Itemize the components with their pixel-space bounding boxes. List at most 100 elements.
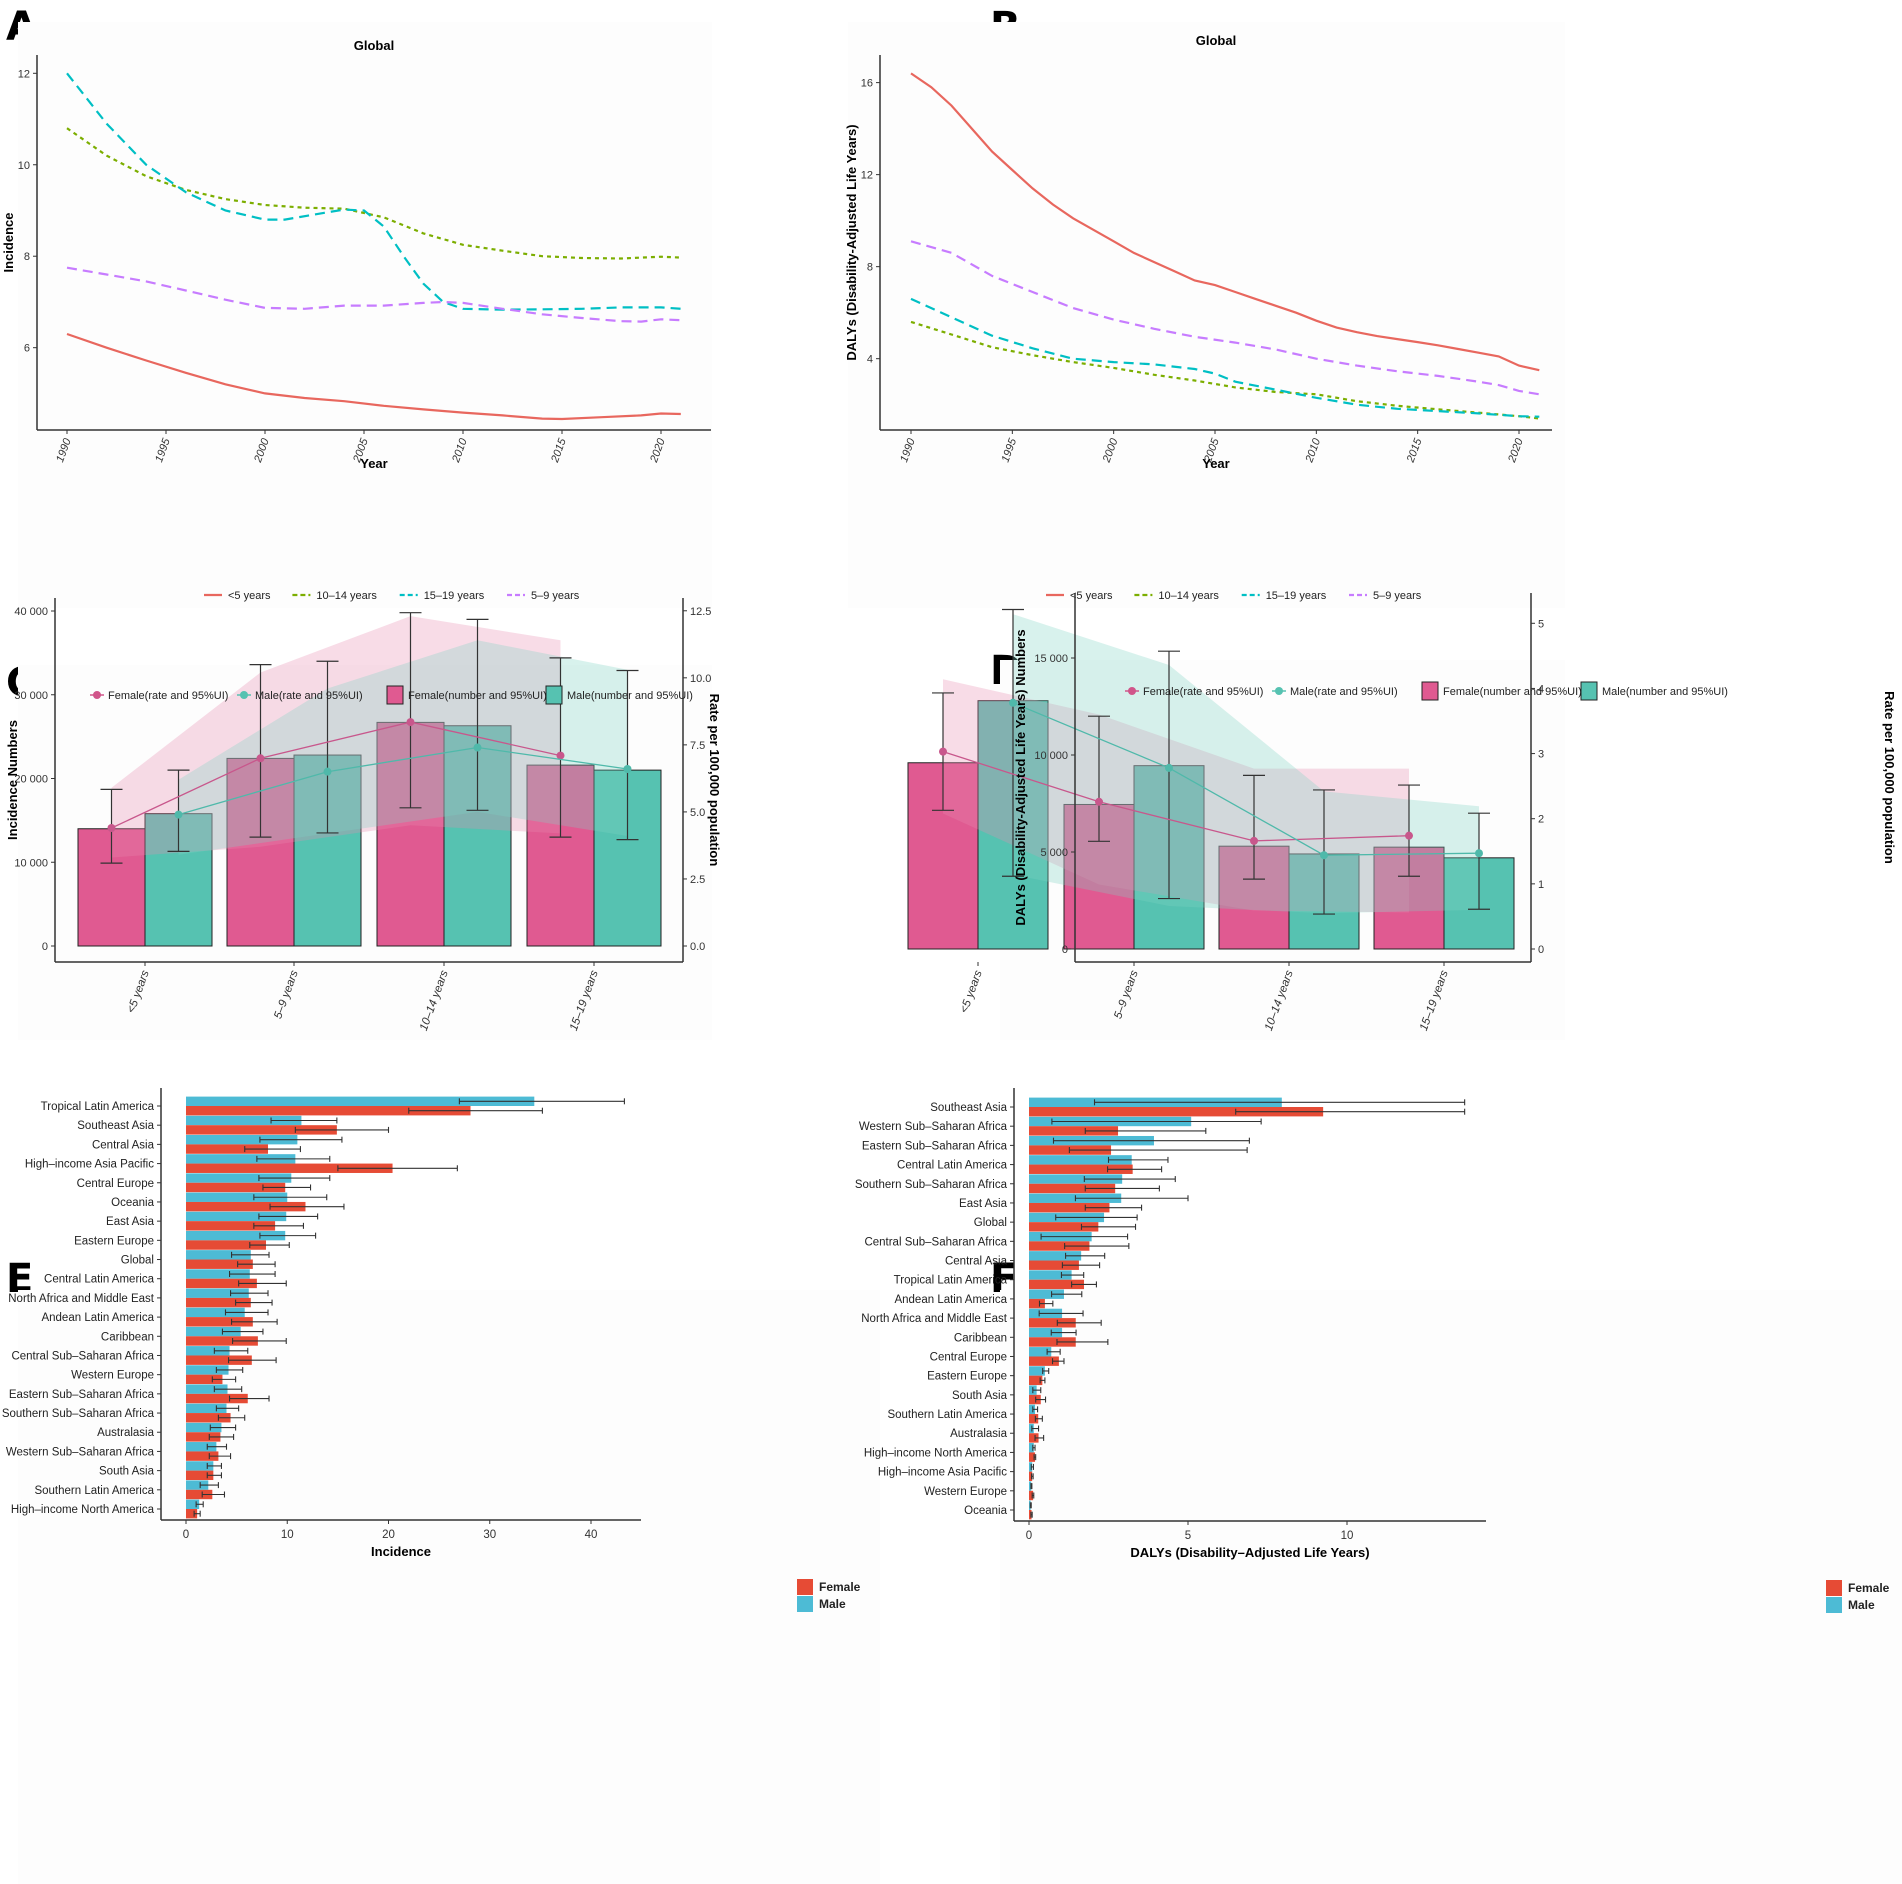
- y-tick-label: Central Sub–Saharan Africa: [864, 1236, 1007, 1248]
- bar-female: [1029, 1279, 1085, 1290]
- y-tick-label: 8: [24, 251, 30, 263]
- bar-male: [186, 1211, 287, 1222]
- legend-key: [545, 685, 563, 705]
- y-tick-label: Southern Latin America: [34, 1485, 154, 1497]
- legend-label: 15–19 years: [424, 590, 485, 602]
- y-tick-label: Western Sub–Saharan Africa: [6, 1446, 155, 1458]
- series-line--5-years: [66, 332, 681, 421]
- bar-female: [186, 1201, 306, 1212]
- bar-female: [1029, 1126, 1119, 1136]
- legend-label: Female(rate and 95%UI): [1143, 686, 1263, 698]
- panel-e-chart: Tropical Latin America Southeast Asia Cent…: [2, 1088, 861, 1612]
- bar-female: [186, 1374, 223, 1385]
- bar-male: [186, 1230, 286, 1241]
- legend-key-point: [93, 691, 101, 699]
- legend-key-female: [1826, 1580, 1842, 1596]
- panel-c-chart: 0 10 000 20 000 30 000 40 000 0.0 2.5 5.0 7.5 10.…: [5, 598, 722, 1033]
- legend-label: 10–14 years: [1158, 590, 1219, 602]
- rate-line-female-point: [256, 754, 265, 763]
- bar-female: [1029, 1375, 1043, 1386]
- panel-b-background: [848, 22, 1565, 608]
- bar-female: [1029, 1241, 1090, 1251]
- y-tick-label: 12: [18, 68, 30, 80]
- legend-key-male: [797, 1596, 813, 1612]
- x-tick-label: 10: [281, 1529, 294, 1541]
- bar-female: [1029, 1183, 1116, 1194]
- y2-tick-label: 5.0: [690, 807, 705, 819]
- rate-line-female-point: [1250, 836, 1258, 845]
- y-axis-title: DALYs (Disability-Adjusted Life Years): [844, 124, 859, 360]
- rate-line-female-point: [939, 747, 947, 756]
- y-tick-label: 20 000: [14, 774, 48, 786]
- bar-female: [186, 1240, 266, 1250]
- y-tick-label: Global: [121, 1255, 154, 1267]
- y2-tick-label: 5: [1538, 618, 1544, 630]
- legend-label: Male(number and 95%UI): [1602, 686, 1728, 698]
- x-tick-label: 10: [1341, 1530, 1354, 1542]
- series-line-10-14-years: [66, 127, 681, 260]
- bar-male: [186, 1442, 217, 1452]
- x-tick-label: 5: [1185, 1530, 1191, 1542]
- series-line-15-19-years: [910, 297, 1540, 418]
- y-tick-label: 8: [867, 262, 873, 274]
- y-tick-label: 10 000: [1034, 750, 1068, 762]
- bar-male: [1029, 1155, 1132, 1165]
- y-tick-label: Southern Latin America: [887, 1409, 1007, 1421]
- rate-line-female-point: [107, 824, 116, 833]
- y-tick-label: Central Latin America: [44, 1274, 155, 1286]
- chart-title: Global: [354, 38, 394, 53]
- bar-female: [186, 1509, 198, 1519]
- bar-female: [1029, 1433, 1039, 1443]
- legend-label: 5–9 years: [531, 590, 580, 602]
- legend-label: <5 years: [1070, 590, 1113, 602]
- bar-male: [186, 1422, 222, 1433]
- y-tick-label: Western Sub–Saharan Africa: [859, 1121, 1008, 1133]
- y-tick-label: Central Europe: [77, 1178, 154, 1190]
- y-tick-label: Tropical Latin America: [41, 1101, 155, 1113]
- y-tick-label: High–income North America: [864, 1447, 1008, 1459]
- x-tick-label: 20: [382, 1529, 395, 1541]
- panel-a-background: [18, 22, 712, 608]
- bar-female: [186, 1413, 231, 1423]
- bar-female: [1029, 1260, 1079, 1270]
- y-tick-label: 15 000: [1034, 653, 1068, 665]
- y-tick-label: Eastern Europe: [74, 1235, 154, 1247]
- y-tick-label: Central Latin America: [897, 1160, 1008, 1172]
- y-tick-label: Caribbean: [101, 1331, 154, 1343]
- y-tick-label: High–income Asia Pacific: [25, 1159, 154, 1171]
- y-tick-label: Tropical Latin America: [894, 1275, 1008, 1287]
- bar-male: [186, 1499, 200, 1509]
- y2-tick-label: 3: [1538, 749, 1544, 761]
- y-tick-label: 6: [24, 343, 30, 355]
- bar-female: [1029, 1337, 1076, 1347]
- y-tick-label: Australasia: [950, 1428, 1007, 1440]
- bar-male: [186, 1173, 292, 1183]
- legend-key-point: [1128, 687, 1136, 695]
- y-tick-label: 5 000: [1040, 847, 1068, 859]
- bar-male: [1029, 1366, 1045, 1376]
- bar-female: [186, 1182, 286, 1193]
- y-tick-label: Central Europe: [930, 1351, 1007, 1363]
- bar-female: [186, 1259, 253, 1269]
- bar-female: [1029, 1452, 1036, 1462]
- bar-female: [1029, 1202, 1110, 1213]
- y-tick-label: Australasia: [97, 1427, 154, 1439]
- legend-label: Male(rate and 95%UI): [255, 690, 363, 702]
- y-tick-label: 10: [18, 160, 30, 172]
- y-tick-label: Eastern Sub–Saharan Africa: [9, 1389, 155, 1401]
- panel-f-background: [1000, 1290, 1902, 1884]
- y2-axis-title: Rate per 100,000 population: [1882, 691, 1897, 864]
- legend-key: [386, 685, 404, 705]
- bar-female: [1029, 1414, 1039, 1424]
- bar-male: [186, 1346, 230, 1356]
- y-tick-label: Andean Latin America: [41, 1312, 154, 1324]
- rate-line-male-point: [473, 743, 482, 752]
- rate-line-female: [111, 721, 561, 829]
- bar-male: [186, 1154, 296, 1164]
- x-tick-label: 40: [585, 1529, 598, 1541]
- chart-title: Global: [1196, 33, 1236, 48]
- rate-line-male-point: [174, 810, 183, 819]
- y-tick-label: Central Asia: [92, 1139, 155, 1151]
- y-tick-label: 12: [861, 170, 873, 182]
